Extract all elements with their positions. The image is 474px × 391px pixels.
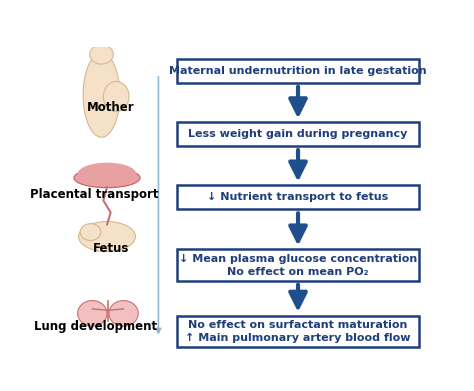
- Text: Mother: Mother: [87, 100, 135, 114]
- FancyBboxPatch shape: [177, 249, 419, 281]
- Text: Less weight gain during pregnancy: Less weight gain during pregnancy: [188, 129, 408, 139]
- Text: Placental transport: Placental transport: [30, 188, 158, 201]
- FancyBboxPatch shape: [177, 185, 419, 210]
- Text: ↓ Nutrient transport to fetus: ↓ Nutrient transport to fetus: [208, 192, 389, 203]
- FancyBboxPatch shape: [177, 122, 419, 146]
- Ellipse shape: [78, 163, 137, 185]
- FancyBboxPatch shape: [177, 316, 419, 347]
- Text: Maternal undernutrition in late gestation: Maternal undernutrition in late gestatio…: [169, 66, 427, 76]
- Ellipse shape: [78, 301, 107, 326]
- Circle shape: [90, 45, 113, 64]
- Ellipse shape: [103, 82, 129, 112]
- Ellipse shape: [79, 222, 136, 252]
- Text: No effect on surfactant maturation
↑ Main pulmonary artery blood flow: No effect on surfactant maturation ↑ Mai…: [185, 320, 411, 343]
- FancyBboxPatch shape: [177, 59, 419, 83]
- Circle shape: [80, 224, 101, 240]
- Ellipse shape: [109, 301, 138, 326]
- Text: Lung development: Lung development: [35, 320, 157, 334]
- Ellipse shape: [83, 53, 120, 137]
- Text: Fetus: Fetus: [92, 242, 129, 255]
- Ellipse shape: [74, 168, 140, 188]
- Text: ↓ Mean plasma glucose concentration
No effect on mean PO₂: ↓ Mean plasma glucose concentration No e…: [179, 254, 417, 277]
